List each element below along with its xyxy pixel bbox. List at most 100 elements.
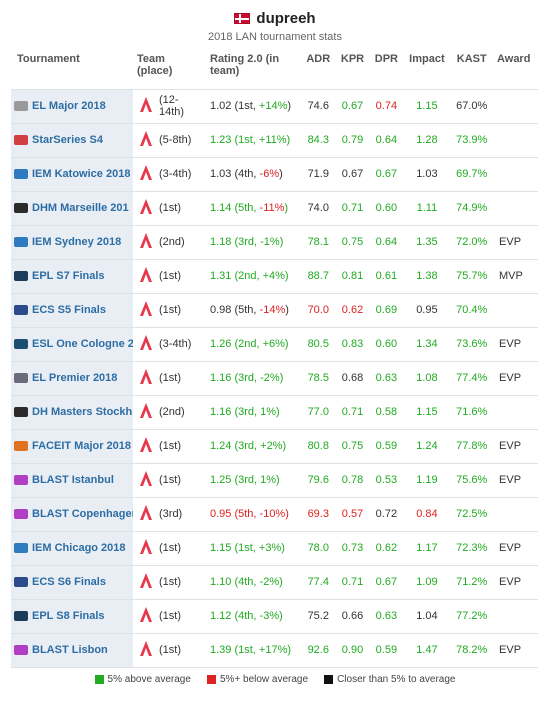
page-subtitle: 2018 LAN tournament stats xyxy=(208,31,342,43)
rating-value: 1.15 (1st, +3%) xyxy=(210,542,285,554)
legend: 5% above average 5%+ below average Closer … xyxy=(0,674,550,685)
astralis-logo-icon[interactable] xyxy=(139,402,153,422)
iem-icon xyxy=(14,237,28,247)
table-row: EL Premier 2018 (1st) 1.16 (3rd, -2%) 78… xyxy=(11,361,538,395)
tournament-link[interactable]: EL Premier 2018 xyxy=(32,372,118,384)
rating-delta: +11% xyxy=(258,134,287,146)
tournament-link[interactable]: EPL S8 Finals xyxy=(32,610,105,622)
astralis-logo-icon[interactable] xyxy=(139,300,153,320)
rating-value: 1.39 (1st, xyxy=(210,644,259,656)
astralis-logo-icon[interactable] xyxy=(139,198,153,218)
tournament-cell[interactable]: DHM Marseille 201 xyxy=(11,191,133,225)
kast-cell: 71.6% xyxy=(456,406,488,418)
astralis-logo-icon[interactable] xyxy=(139,368,153,388)
impact-cell: 1.24 xyxy=(416,440,438,452)
rating-cell: 1.14 (5th, -11%) xyxy=(206,191,301,225)
kpr-cell: 0.73 xyxy=(341,542,364,554)
tournament-cell[interactable]: DH Masters Stockh xyxy=(11,395,133,429)
tournament-cell[interactable]: BLAST Istanbul xyxy=(11,463,133,497)
tournament-link[interactable]: ECS S6 Finals xyxy=(32,576,106,588)
tournament-link[interactable]: IEM Sydney 2018 xyxy=(32,236,122,248)
rating-delta: +17% xyxy=(258,644,288,656)
tournament-cell[interactable]: BLAST Lisbon xyxy=(11,633,133,667)
dpr-cell: 0.59 xyxy=(375,440,398,452)
dpr-cell: 0.53 xyxy=(375,474,398,486)
tournament-link[interactable]: FACEIT Major 2018 xyxy=(32,440,132,452)
astralis-logo-icon[interactable] xyxy=(139,164,153,184)
astralis-logo-icon[interactable] xyxy=(139,572,153,592)
astralis-logo-icon[interactable] xyxy=(139,606,153,626)
tournament-link[interactable]: EPL S7 Finals xyxy=(32,270,105,282)
astralis-logo-icon[interactable] xyxy=(139,266,153,286)
team-place-cell: (1st) xyxy=(133,191,206,225)
award-cell: EVP xyxy=(499,440,522,452)
tournament-link[interactable]: IEM Chicago 2018 xyxy=(32,542,126,554)
team-place: (1st) xyxy=(159,270,181,282)
dpr-cell: 0.63 xyxy=(375,610,398,622)
award-cell xyxy=(493,191,538,225)
player-name[interactable]: dupreeh xyxy=(256,10,316,27)
kpr-cell: 0.71 xyxy=(341,576,364,588)
tournament-link[interactable]: EL Major 2018 xyxy=(32,100,106,112)
rating-value: 1.31 (2nd, +4%) xyxy=(210,270,289,282)
impact-cell: 0.84 xyxy=(416,508,438,520)
tournament-link[interactable]: BLAST Lisbon xyxy=(32,644,108,656)
rating-delta: -14% xyxy=(259,304,286,316)
astralis-logo-icon[interactable] xyxy=(139,232,153,252)
astralis-logo-icon[interactable] xyxy=(139,130,153,150)
tournament-cell[interactable]: EPL S8 Finals xyxy=(11,599,133,633)
table-row: BLAST Istanbul (1st) 1.25 (3rd, 1%) 79.6… xyxy=(11,463,538,497)
kast-cell: 67.0% xyxy=(456,100,488,112)
tournament-cell[interactable]: IEM Katowice 2018 xyxy=(11,157,133,191)
tournament-cell[interactable]: FACEIT Major 2018 xyxy=(11,429,133,463)
team-place-cell: (2nd) xyxy=(133,225,206,259)
rating-suffix: ) xyxy=(279,168,283,180)
tournament-cell[interactable]: ECS S5 Finals xyxy=(11,293,133,327)
tournament-link[interactable]: ESL One Cologne 20 xyxy=(32,338,133,350)
astralis-logo-icon[interactable] xyxy=(139,96,153,116)
tournament-cell[interactable]: ESL One Cologne 20 xyxy=(11,327,133,361)
astralis-logo-icon[interactable] xyxy=(139,436,153,456)
tournament-link[interactable]: DHM Marseille 201 xyxy=(32,202,129,214)
astralis-logo-icon[interactable] xyxy=(139,538,153,558)
dpr-cell: 0.63 xyxy=(375,372,398,384)
team-place: (5-8th) xyxy=(159,134,192,146)
tournament-cell[interactable]: IEM Sydney 2018 xyxy=(11,225,133,259)
rating-suffix: ) xyxy=(286,134,291,146)
legend-swatch xyxy=(206,674,216,684)
tournament-cell[interactable]: BLAST Copenhager xyxy=(11,497,133,531)
tournament-cell[interactable]: EPL S7 Finals xyxy=(11,259,133,293)
astralis-logo-icon[interactable] xyxy=(139,504,153,524)
rating-cell: 1.16 (3rd, 1%) xyxy=(206,395,301,429)
legend-item: 5%+ below average xyxy=(206,674,308,685)
tournament-link[interactable]: DH Masters Stockh xyxy=(32,406,133,418)
tournament-link[interactable]: BLAST Copenhager xyxy=(32,508,133,520)
rating-delta: -11% xyxy=(259,202,285,214)
dpr-cell: 0.74 xyxy=(375,100,398,112)
ecs-icon xyxy=(14,305,28,315)
tournament-cell[interactable]: EL Premier 2018 xyxy=(11,361,133,395)
kpr-cell: 0.81 xyxy=(341,270,364,282)
award-cell: EVP xyxy=(499,372,522,384)
rating-value: 1.26 (2nd, +6%) xyxy=(210,338,289,350)
tournament-link[interactable]: IEM Katowice 2018 xyxy=(32,168,131,180)
team-place-cell: (1st) xyxy=(133,429,206,463)
kast-cell: 71.2% xyxy=(456,576,488,588)
astralis-logo-icon[interactable] xyxy=(139,334,153,354)
kast-cell: 78.2% xyxy=(456,644,488,656)
rating-cell: 1.12 (4th, -3%) xyxy=(206,599,301,633)
impact-cell: 1.35 xyxy=(416,236,438,248)
tournament-cell[interactable]: EL Major 2018 xyxy=(11,89,133,123)
astralis-logo-icon[interactable] xyxy=(139,640,153,660)
astralis-logo-icon[interactable] xyxy=(139,470,153,490)
el-premier-icon xyxy=(14,373,28,383)
tournament-link[interactable]: BLAST Istanbul xyxy=(32,474,114,486)
impact-cell: 1.15 xyxy=(416,100,438,112)
tournament-cell[interactable]: StarSeries S4 xyxy=(11,123,133,157)
dpr-cell: 0.62 xyxy=(375,542,398,554)
tournament-cell[interactable]: ECS S6 Finals xyxy=(11,565,133,599)
tournament-cell[interactable]: IEM Chicago 2018 xyxy=(11,531,133,565)
adr-cell: 84.3 xyxy=(307,134,329,146)
tournament-link[interactable]: ECS S5 Finals xyxy=(32,304,106,316)
tournament-link[interactable]: StarSeries S4 xyxy=(32,134,103,146)
